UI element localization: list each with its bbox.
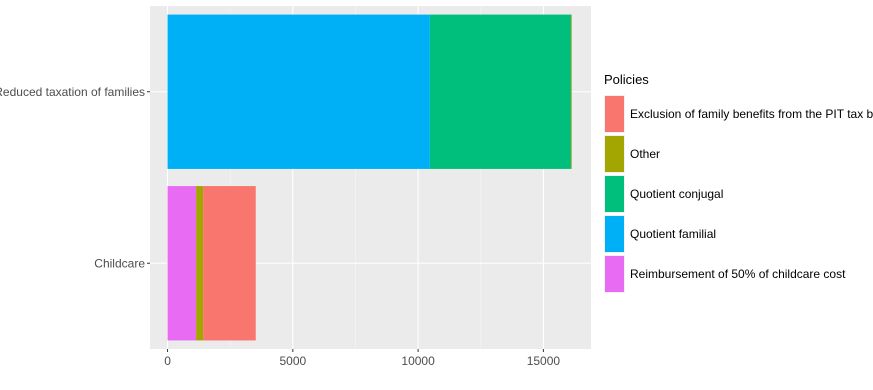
x-tick-label: 15000 [527,354,561,368]
legend-key [605,136,624,172]
legend-label: Other [630,147,660,161]
x-tick-label: 5000 [279,354,306,368]
legend-label: Exclusion of family benefits from the PI… [630,107,873,121]
legend-key [605,96,624,132]
x-tick-label: 10000 [401,354,435,368]
legend-label: Quotient familial [630,227,716,241]
bars [167,14,572,341]
bar-segment [203,186,256,341]
y-tick-label: Childcare [94,256,145,270]
bar-segment [167,14,430,169]
legend-key [605,216,624,252]
legend-title: Policies [604,72,649,87]
legend: Policies Exclusion of family benefits fr… [604,72,873,293]
bar-segment [167,186,197,341]
x-tick-label: 0 [164,354,171,368]
bar-segment [196,186,204,341]
axes: Childcare Reduced taxation of families 0 50… [0,85,560,368]
bar-segment [570,14,572,169]
y-tick-label: Reduced taxation of families [0,85,145,99]
bar-segment [429,14,571,169]
legend-label: Reimbursement of 50% of childcare cost [630,267,846,281]
legend-label: Quotient conjugal [630,187,723,201]
legend-key [605,256,624,292]
legend-key [605,176,624,212]
